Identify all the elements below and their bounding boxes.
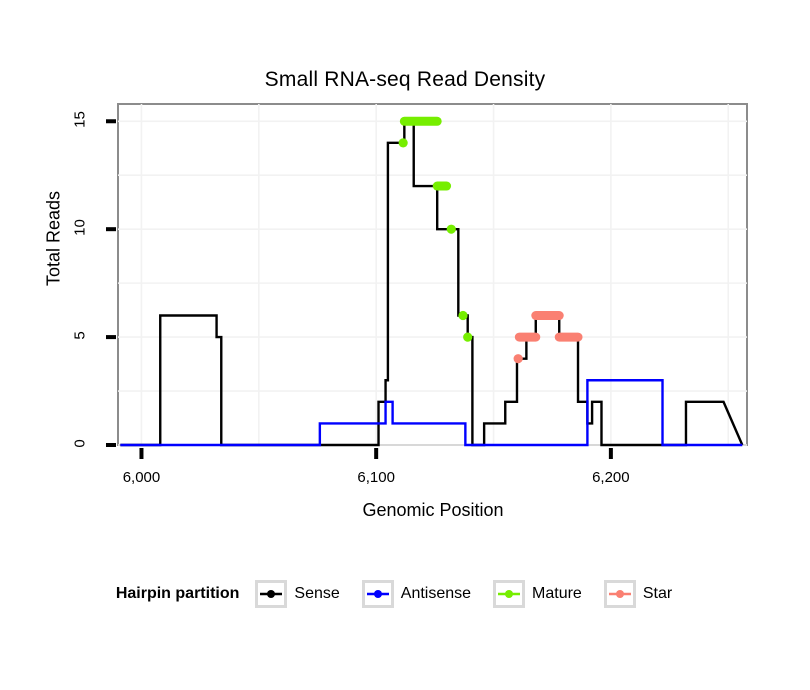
legend-key-mature-icon (493, 580, 526, 608)
y-tick-label: 0 (71, 439, 89, 448)
legend-label-star: Star (642, 585, 673, 602)
x-axis-label: Genomic Position (362, 500, 504, 520)
y-tick-label: 5 (71, 331, 89, 340)
x-tick-label: 6,100 (357, 469, 395, 486)
y-tick-label: 15 (71, 111, 89, 129)
x-tick-label: 6,000 (122, 469, 161, 486)
legend-title: Hairpin partition (115, 585, 240, 602)
legend-label-antisense: Antisense (400, 585, 472, 602)
legend-key-star-icon (603, 580, 636, 608)
legend-item-star[interactable]: Star (603, 580, 688, 608)
legend-item-sense[interactable]: Sense (255, 580, 355, 608)
legend-label-sense: Sense (294, 585, 340, 602)
legend-key-antisense-icon (361, 580, 394, 608)
chart-legend: Hairpin partition Sense Antisense (0, 580, 810, 608)
y-tick-label: 10 (71, 219, 89, 237)
legend-label-mature: Mature (532, 585, 582, 602)
legend-item-antisense[interactable]: Antisense (361, 580, 487, 608)
legend-key-sense-icon (255, 580, 288, 608)
chart-title: Small RNA-seq Read Density (264, 68, 546, 91)
plot-area (117, 103, 748, 446)
y-axis-label: Total Reads (43, 190, 64, 287)
x-tick-label: 6,200 (592, 469, 630, 486)
legend-item-mature[interactable]: Mature (493, 580, 598, 608)
